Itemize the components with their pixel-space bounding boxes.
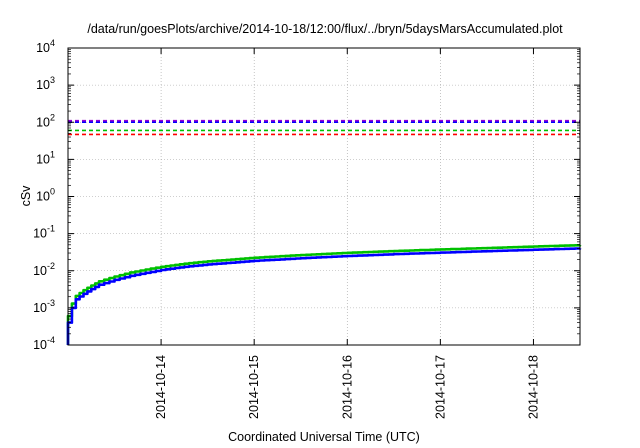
y-tick-label: 104 [36, 38, 55, 55]
x-axis-label: Coordinated Universal Time (UTC) [228, 430, 420, 444]
y-tick-label: 10-2 [33, 261, 55, 278]
series-line-0 [66, 244, 582, 345]
x-axis-tick-labels: 2014-10-14 2014-10-15 2014-10-16 2014-10-17… [154, 355, 540, 419]
y-tick-label: 103 [36, 75, 55, 92]
y-axis-tick-labels: 10-4 10-3 10-2 10-1 100 101 102 103 104 [33, 38, 55, 352]
y-tick-label: 101 [36, 149, 55, 166]
y-tick-label: 10-4 [33, 335, 55, 352]
y-tick-label: 10-3 [33, 298, 55, 315]
chart-title: /data/run/goesPlots/archive/2014-10-18/1… [87, 22, 563, 36]
tick-marks [68, 47, 580, 346]
x-tick-label: 2014-10-18 [526, 355, 540, 419]
y-axis-label: cSv [19, 185, 33, 207]
x-tick-label: 2014-10-14 [154, 355, 168, 419]
grid-lines [68, 48, 580, 345]
y-tick-label: 10-1 [33, 224, 55, 241]
x-tick-label: 2014-10-15 [247, 355, 261, 419]
y-tick-label: 100 [36, 187, 55, 204]
series-layer [66, 119, 582, 345]
y-tick-label: 102 [36, 112, 55, 129]
series-line-1 [66, 247, 582, 345]
x-tick-label: 2014-10-17 [433, 355, 447, 419]
x-tick-label: 2014-10-16 [340, 355, 354, 419]
